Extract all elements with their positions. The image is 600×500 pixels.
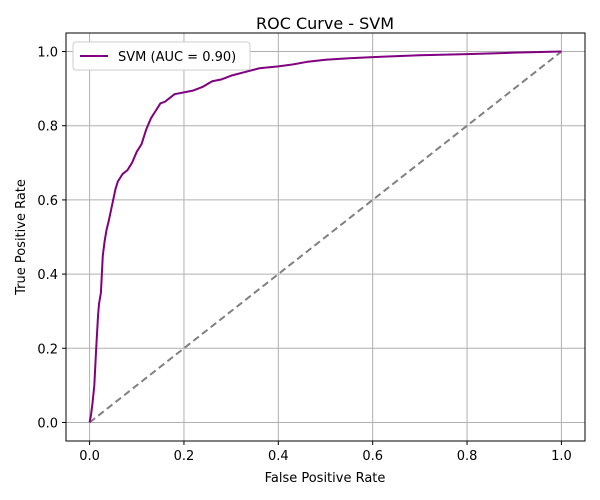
plot-frame	[65, 32, 586, 442]
chance-diagonal-line	[88, 50, 563, 424]
legend-label-svm: SVM (AUC = 0.90)	[118, 50, 236, 65]
y-tick-label: 0.4	[37, 268, 58, 283]
y-tick-label: 0.0	[37, 416, 58, 431]
roc-curve-svm	[88, 50, 562, 423]
chart-title: ROC Curve - SVM	[256, 14, 394, 33]
y-axis-label: True Positive Rate	[14, 179, 29, 296]
legend-box	[72, 41, 251, 71]
series-layer	[88, 50, 563, 424]
y-tick-label: 0.6	[37, 194, 58, 209]
y-tick-label: 0.2	[37, 342, 58, 357]
x-tick-label: 0.2	[174, 449, 195, 464]
x-axis-label: False Positive Rate	[265, 471, 386, 486]
x-tick-label: 0.4	[268, 449, 289, 464]
legend: SVM (AUC = 0.90)	[72, 41, 251, 71]
x-tick-label: 0.6	[362, 449, 383, 464]
x-tick-label: 1.0	[551, 449, 572, 464]
x-tick-label: 0.8	[457, 449, 478, 464]
x-tick-label: 0.0	[79, 449, 100, 464]
y-tick-label: 0.8	[37, 120, 58, 135]
ticks: 0.0 0.2 0.4 0.6 0.8 1.0 0.0 0.2 0.4 0.6 0.8 1.0	[37, 46, 571, 464]
y-tick-label: 1.0	[37, 46, 58, 61]
